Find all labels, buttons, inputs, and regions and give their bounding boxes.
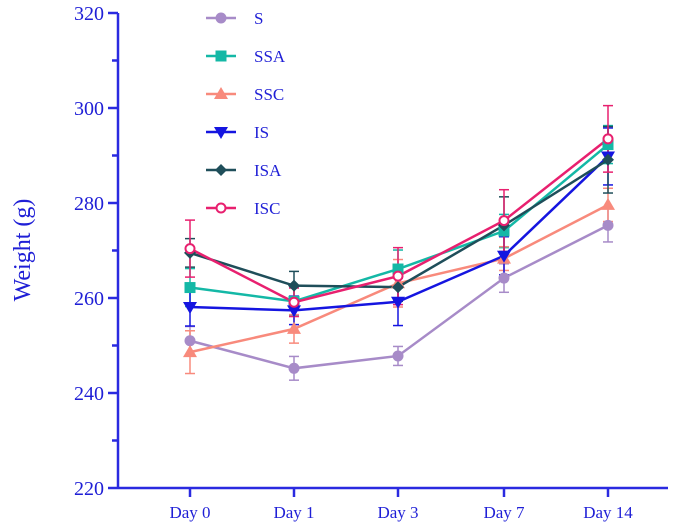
legend-label-ssa: SSA — [254, 47, 286, 66]
data-point-s — [184, 335, 196, 347]
data-point-isa — [392, 281, 404, 294]
data-point-isc — [498, 215, 510, 227]
legend: S SSA SSC IS ISA ISC — [206, 9, 286, 218]
data-point-ssc — [287, 321, 301, 334]
x-tick-label: Day 1 — [273, 503, 314, 522]
y-tick-label: 260 — [74, 288, 104, 310]
data-point-isa — [288, 279, 300, 292]
y-tick-label: 300 — [74, 98, 104, 120]
legend-marker-ssa — [215, 50, 227, 62]
data-point-is — [287, 305, 301, 318]
y-tick-label: 280 — [74, 193, 104, 215]
data-point-isc — [392, 270, 404, 282]
x-tick-label: Day 3 — [377, 503, 418, 522]
data-point-is — [183, 302, 197, 315]
y-axis-label: Weight (g) — [10, 199, 36, 302]
data-point-is — [497, 250, 511, 263]
x-tick-label: Day 0 — [169, 503, 210, 522]
y-tick-label: 320 — [74, 3, 104, 25]
data-point-isc — [184, 243, 196, 255]
legend-marker-isa — [215, 164, 227, 176]
data-point-isc — [288, 296, 300, 308]
data-point-s — [288, 362, 300, 374]
x-tick-label: Day 14 — [583, 503, 633, 522]
legend-marker-is — [214, 127, 228, 139]
legend-marker-isc — [215, 202, 227, 214]
legend-marker-s — [215, 12, 227, 24]
data-point-s — [392, 350, 404, 362]
legend-label-is: IS — [254, 123, 269, 142]
data-point-ssc — [601, 197, 615, 210]
legend-label-isc: ISC — [254, 199, 280, 218]
x-tick-label: Day 7 — [483, 503, 525, 522]
data-point-isc — [602, 133, 614, 145]
data-point-ssa — [184, 282, 196, 294]
y-tick-label: 240 — [74, 383, 104, 405]
data-point-is — [391, 296, 405, 309]
data-point-ssc — [183, 345, 197, 358]
data-point-isa — [602, 153, 614, 166]
data-point-ssa — [392, 263, 404, 275]
series-lines — [189, 137, 609, 370]
legend-label-isa: ISA — [254, 161, 282, 180]
data-point-ssa — [602, 139, 614, 151]
series-markers — [183, 133, 615, 374]
legend-marker-ssc — [214, 87, 228, 99]
legend-label-ssc: SSC — [254, 85, 284, 104]
y-tick-label: 220 — [74, 478, 104, 500]
data-point-s — [498, 272, 510, 284]
axes: 220 240 260 280 300 320 Day 0 Day 1 Day 3 Day 7 Da… — [74, 3, 668, 522]
legend-label-s: S — [254, 9, 263, 28]
data-point-s — [602, 219, 614, 231]
